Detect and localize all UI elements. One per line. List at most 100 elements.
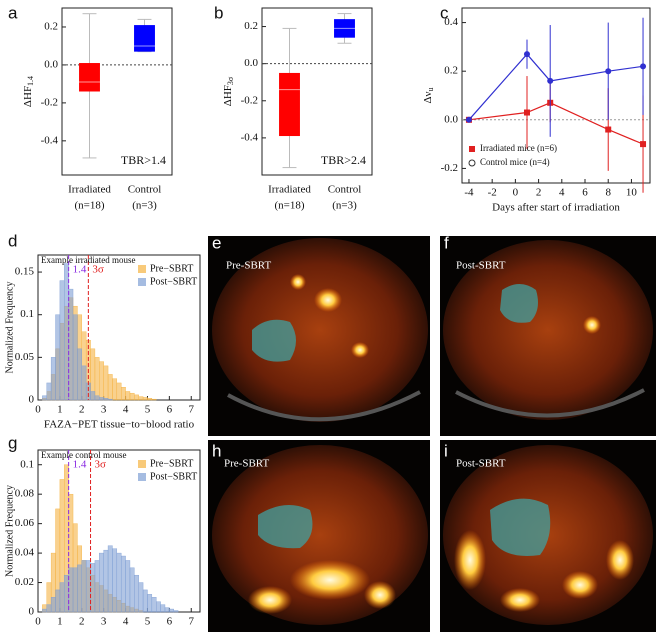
y-label-main: ΔHF — [22, 86, 34, 107]
hist-bar — [129, 567, 135, 613]
panel-label: f — [444, 233, 449, 252]
hist-bar — [173, 610, 179, 613]
hist-bar — [147, 398, 153, 401]
panel-label: a — [8, 3, 18, 22]
x-tick-label: Control — [328, 184, 362, 196]
hist-bar — [81, 365, 87, 401]
hist-bar — [138, 396, 144, 401]
y-label-main: Δν — [422, 91, 434, 103]
x-tick-count: (n=18) — [74, 200, 104, 212]
marker — [523, 109, 530, 116]
x-tick-label: 2 — [536, 187, 542, 199]
panel-label: h — [212, 441, 221, 460]
hist-bar — [90, 563, 96, 613]
y-axis-label: ΔHF3σ — [222, 76, 235, 106]
hist-bar — [138, 582, 144, 613]
hist-bar — [90, 391, 96, 401]
hist-bar — [42, 395, 47, 401]
series-line — [468, 53, 644, 121]
y-tick-label: -0.4 — [41, 134, 59, 146]
hist-bar — [142, 397, 148, 401]
box — [134, 25, 155, 52]
y-tick-label: 0.2 — [44, 21, 58, 33]
hist-bar — [72, 314, 78, 401]
x-tick-count: (n=3) — [132, 200, 157, 212]
y-label-sub: 3σ — [226, 76, 235, 85]
x-tick-label: 0 — [35, 616, 41, 628]
x-tick-label: 4 — [559, 187, 565, 199]
hist-bar — [164, 607, 170, 613]
y-label-main: ΔHF — [222, 85, 234, 106]
x-tick-label: 2 — [79, 616, 85, 628]
threshold-label: 1.4 — [73, 264, 87, 276]
x-tick-count: (n=18) — [274, 200, 304, 212]
hist-bar — [42, 608, 47, 613]
y-label-sub: 1.4 — [26, 76, 35, 86]
hist-bar — [103, 549, 109, 613]
hist-bar — [50, 597, 56, 613]
hist-bar — [94, 560, 100, 613]
x-tick-label: 7 — [188, 616, 194, 628]
y-axis-label: ΔHF1.4 — [22, 76, 35, 107]
x-tick-count: (n=3) — [332, 200, 357, 212]
panel-label: e — [212, 233, 221, 252]
x-tick-label: 10 — [626, 187, 638, 199]
panel-label: d — [8, 231, 17, 250]
plot-frame — [61, 7, 173, 176]
marker — [605, 126, 612, 133]
y-tick-label: 0.0 — [444, 113, 458, 125]
y-tick-label: 0.08 — [15, 488, 35, 500]
legend-swatch — [138, 473, 146, 481]
x-tick-label: 1 — [57, 616, 63, 628]
panel-label: b — [214, 3, 223, 22]
legend-swatch — [138, 278, 146, 286]
y-tick-label: 0 — [29, 394, 35, 406]
y-tick-label: 0.05 — [15, 351, 35, 363]
hist-bar — [134, 574, 139, 613]
x-axis-label: FAZA−PET tissue−to−blood ratio — [44, 631, 195, 632]
plot-frame — [461, 7, 651, 184]
hist-bar — [125, 560, 131, 613]
legend-label: Post−SBRT — [150, 471, 197, 482]
hist-bar — [142, 589, 148, 613]
y-tick-label: 0.1 — [20, 458, 34, 470]
y-tick-label: -0.2 — [241, 94, 258, 106]
hist-bar — [103, 398, 109, 401]
x-tick-label: 2 — [79, 404, 85, 416]
annotation: TBR>1.4 — [121, 153, 166, 167]
y-tick-label: 0.02 — [15, 576, 34, 588]
panel-label: i — [444, 441, 448, 460]
y-tick-label: -0.2 — [441, 162, 458, 174]
y-tick-label: 0.06 — [15, 517, 35, 529]
hist-bar — [55, 314, 61, 401]
hist-bar — [64, 263, 69, 401]
marker — [547, 77, 554, 84]
x-tick-label: 0 — [513, 187, 519, 199]
x-tick-label: Irradiated — [268, 184, 311, 196]
panel-label: c — [440, 3, 449, 22]
hist-bar — [156, 601, 161, 613]
image-i — [440, 440, 656, 632]
box — [279, 72, 300, 137]
x-tick-label: 0 — [35, 404, 41, 416]
x-tick-label: 5 — [145, 616, 151, 628]
image-h — [208, 440, 430, 632]
x-tick-label: 4 — [123, 404, 129, 416]
x-tick-label: 3 — [101, 616, 107, 628]
hist-bar — [107, 374, 113, 401]
y-axis-label: Δνu — [422, 87, 435, 103]
hist-bar — [107, 545, 113, 613]
image-label: Post-SBRT — [456, 458, 506, 470]
hist-bar — [77, 564, 82, 613]
legend-label: Pre−SBRT — [150, 458, 193, 469]
image-label: Post-SBRT — [456, 260, 506, 272]
marker — [523, 51, 530, 58]
hist-bar — [103, 365, 109, 401]
hist-bar — [50, 357, 56, 401]
x-tick-label: -2 — [488, 187, 497, 199]
x-tick-label: 7 — [188, 404, 194, 416]
hist-bar — [59, 280, 65, 401]
hist-bar — [169, 608, 174, 613]
x-tick-label: -4 — [464, 187, 474, 199]
